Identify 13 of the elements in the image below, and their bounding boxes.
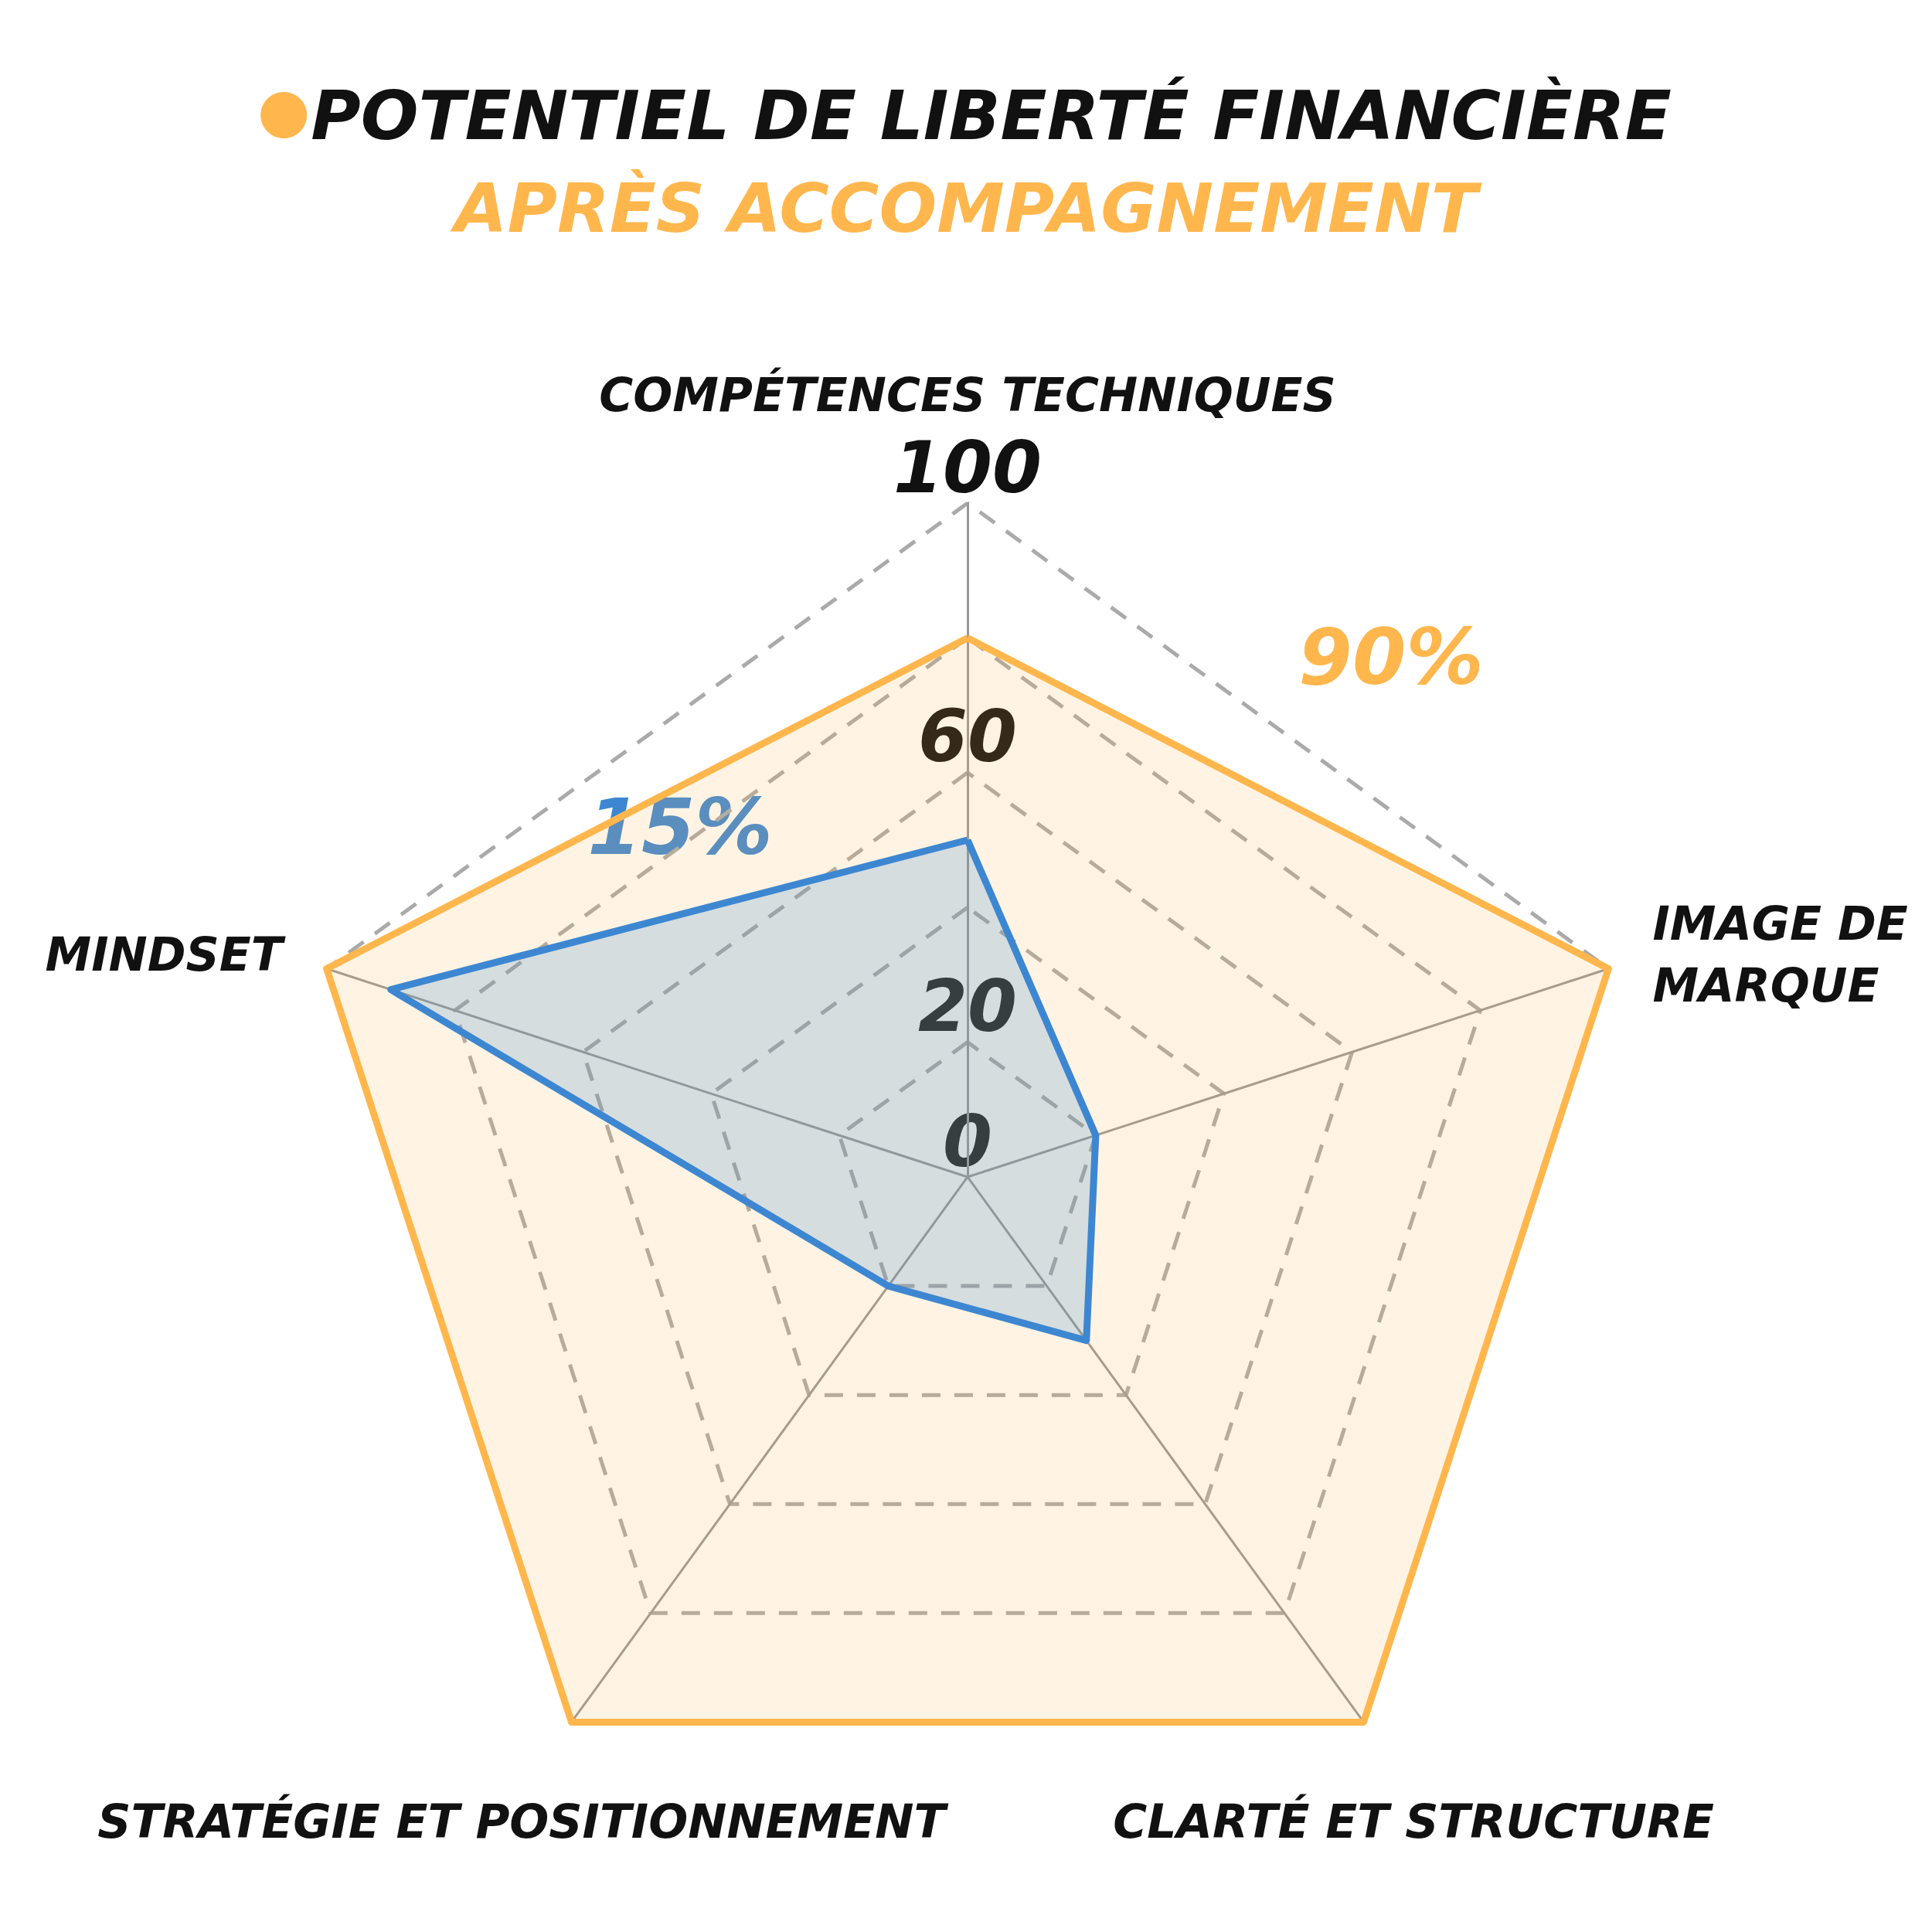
text: 15%	[587, 781, 773, 872]
y-tick-label: 60	[917, 696, 1018, 779]
y-tick-label: 20	[917, 965, 1018, 1049]
y-tick-label: 100	[893, 426, 1043, 509]
spoke-label: COMPÉTENCES TECHNIQUES	[599, 367, 1336, 422]
text: APRÈS ACCOMPAGNEMENT	[450, 168, 1482, 248]
text: 90%	[1298, 611, 1484, 702]
spoke-label: MINDSET	[45, 927, 286, 981]
y-tick-label: 0	[942, 1100, 993, 1183]
spoke-label: IMAGE DE MARQUE	[1652, 896, 1908, 1012]
spoke-label: CLARTÉ ET STRUCTURE	[1113, 1794, 1715, 1849]
spoke-label: STRATÉGIE ET POSITIONNEMENT	[97, 1794, 949, 1849]
legend-label: POTENTIEL DE LIBERTÉ FINANCIÈRE	[311, 75, 1672, 155]
